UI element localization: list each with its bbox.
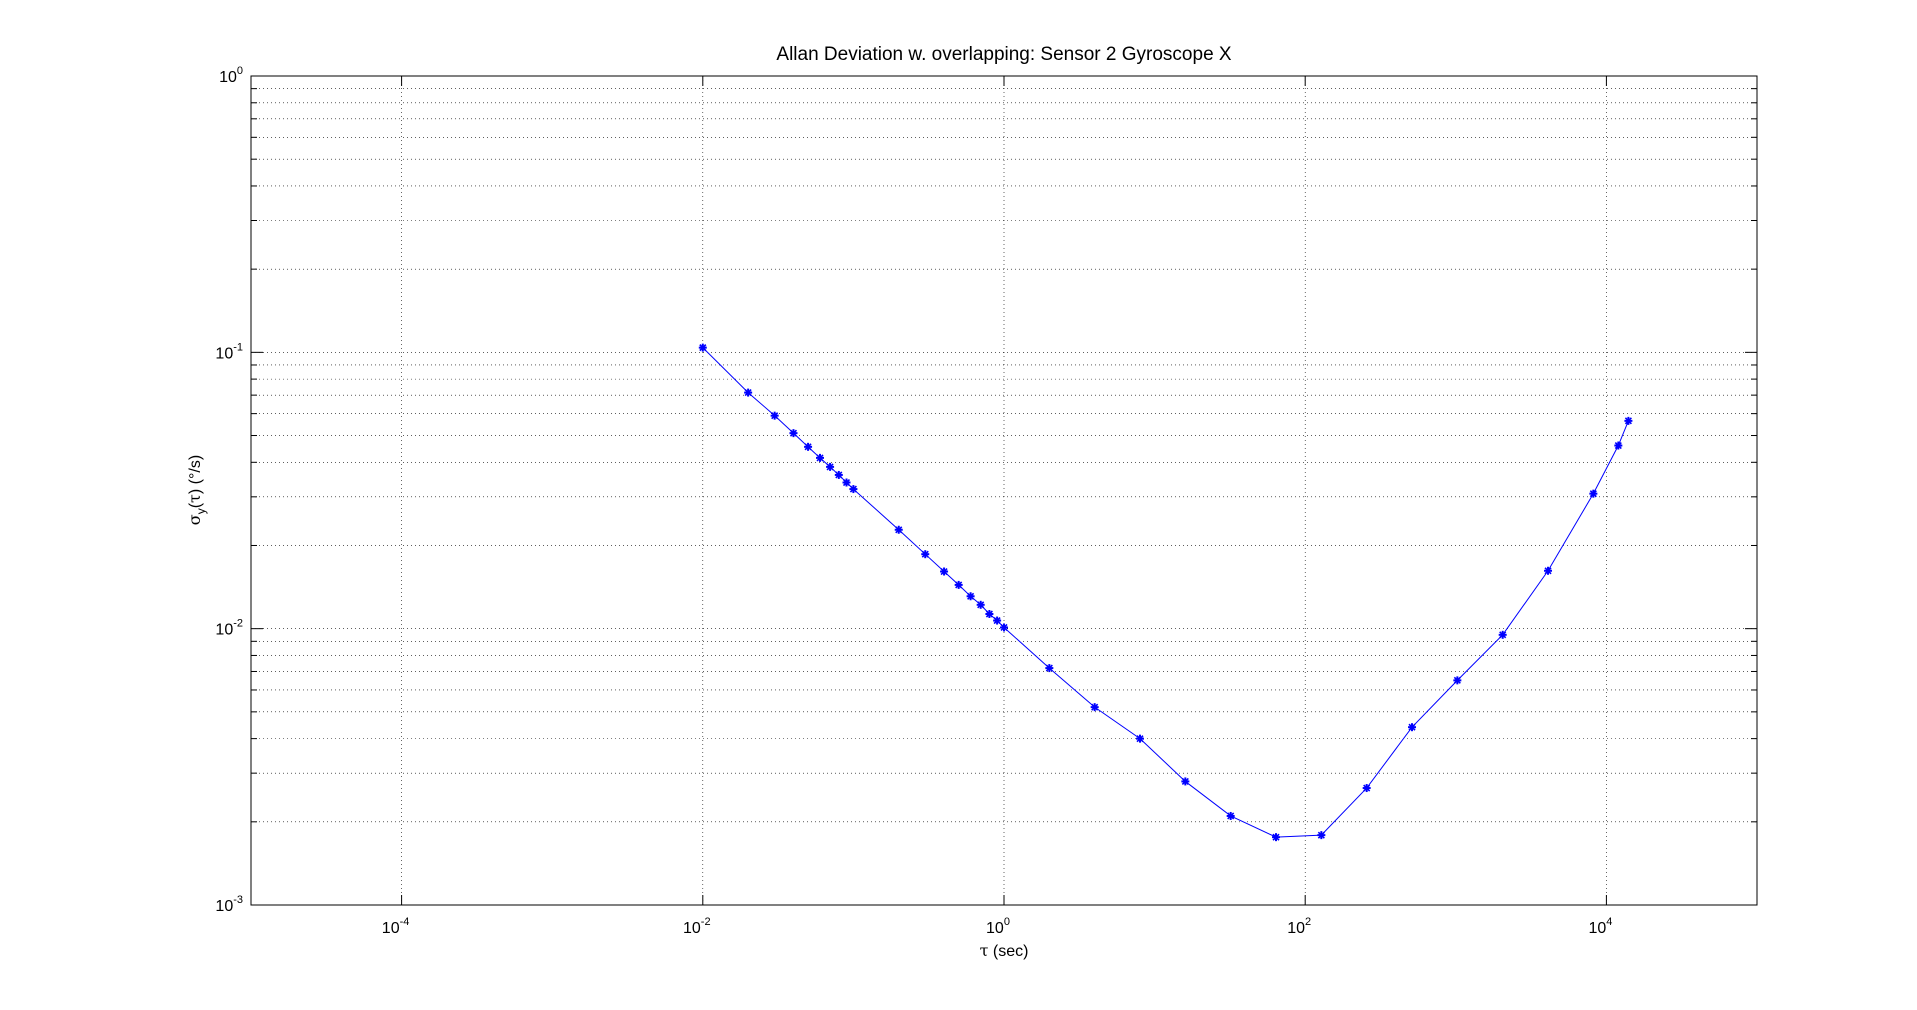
x-tick-label: 104: [1588, 916, 1612, 937]
axes-box: [250, 75, 1758, 906]
data-point: [1614, 441, 1623, 450]
plot-area: [251, 76, 1757, 905]
data-point: [770, 411, 779, 420]
marker-stroke: [744, 389, 752, 397]
data-point: [1181, 777, 1190, 786]
series-layer: [698, 343, 1633, 842]
data-point: [698, 343, 707, 352]
marker-stroke: [1181, 777, 1189, 786]
marker-stroke: [1136, 735, 1144, 743]
x-tick-labels: 10-4 10-2 100 102 104: [382, 916, 1613, 937]
marker-stroke: [985, 610, 993, 618]
marker-stroke: [849, 485, 857, 493]
y-tick-label: 10-1: [215, 341, 243, 362]
x-tick-label: 10-2: [683, 916, 711, 937]
data-point: [1090, 703, 1099, 712]
marker-stroke: [1317, 831, 1325, 839]
series-line: [702, 347, 1629, 838]
data-point: [815, 453, 824, 462]
data-point: [849, 485, 858, 494]
y-tick-label: 10-2: [215, 618, 243, 639]
marker-stroke: [789, 429, 798, 437]
marker-stroke: [1453, 676, 1461, 684]
marker-stroke: [835, 471, 843, 479]
x-axis-label: τ (sec): [980, 941, 1029, 960]
data-point: [954, 580, 963, 589]
data-point: [1226, 811, 1235, 820]
marker-stroke: [1544, 567, 1552, 575]
x-tick-label: 100: [986, 916, 1010, 937]
data-point: [993, 616, 1002, 625]
axis-ticks: [251, 76, 1757, 906]
x-tick-label: 10-4: [382, 916, 410, 937]
data-point: [1624, 416, 1633, 425]
data-point: [1589, 489, 1598, 498]
marker-stroke: [1227, 812, 1235, 820]
marker-stroke: [1624, 417, 1632, 425]
marker-stroke: [921, 550, 929, 558]
data-point: [1000, 623, 1008, 632]
marker-stroke: [1000, 623, 1008, 632]
marker-stroke: [955, 581, 963, 589]
data-point: [834, 470, 843, 479]
marker-stroke: [1499, 631, 1507, 639]
data-point: [1317, 831, 1326, 840]
x-tick-label: 102: [1287, 916, 1311, 937]
data-point: [1498, 630, 1507, 639]
marker-stroke: [804, 443, 812, 451]
marker-stroke: [977, 601, 985, 609]
marker-stroke: [771, 412, 779, 420]
data-point: [1136, 734, 1145, 743]
data-point: [1272, 833, 1281, 842]
marker-stroke: [1363, 784, 1371, 792]
marker-stroke: [1589, 490, 1597, 498]
data-point: [940, 567, 949, 576]
marker-stroke: [1614, 441, 1622, 450]
data-point: [985, 609, 994, 618]
y-tick-labels: 10-3 10-2 10-1 100: [215, 65, 243, 915]
marker-stroke: [699, 344, 707, 352]
marker-stroke: [895, 526, 903, 534]
data-point: [826, 462, 835, 471]
data-point: [1408, 723, 1417, 732]
data-point: [1453, 676, 1462, 685]
y-tick-label: 10-3: [215, 894, 243, 915]
data-point: [804, 442, 813, 451]
data-point: [1045, 664, 1054, 673]
marker-stroke: [1408, 723, 1416, 731]
marker-stroke: [993, 616, 1001, 625]
data-point: [966, 592, 975, 601]
data-point: [744, 388, 753, 397]
data-point: [894, 525, 903, 534]
grid: [251, 76, 1757, 905]
marker-stroke: [1272, 833, 1280, 841]
data-point: [789, 429, 798, 438]
data-point: [921, 550, 930, 559]
marker-stroke: [816, 454, 824, 462]
data-point: [1544, 566, 1553, 575]
y-axis-label: σy(τ) (°/s): [185, 455, 208, 525]
data-point: [976, 600, 985, 609]
marker-stroke: [842, 478, 851, 487]
marker-stroke: [1091, 703, 1099, 711]
marker-stroke: [940, 567, 948, 576]
marker-stroke: [1045, 664, 1053, 672]
marker-stroke: [826, 463, 834, 471]
y-tick-label: 100: [219, 65, 243, 86]
marker-stroke: [967, 592, 975, 600]
data-point: [1362, 784, 1371, 793]
chart-title: Allan Deviation w. overlapping: Sensor 2…: [776, 44, 1232, 65]
data-point: [842, 478, 851, 487]
